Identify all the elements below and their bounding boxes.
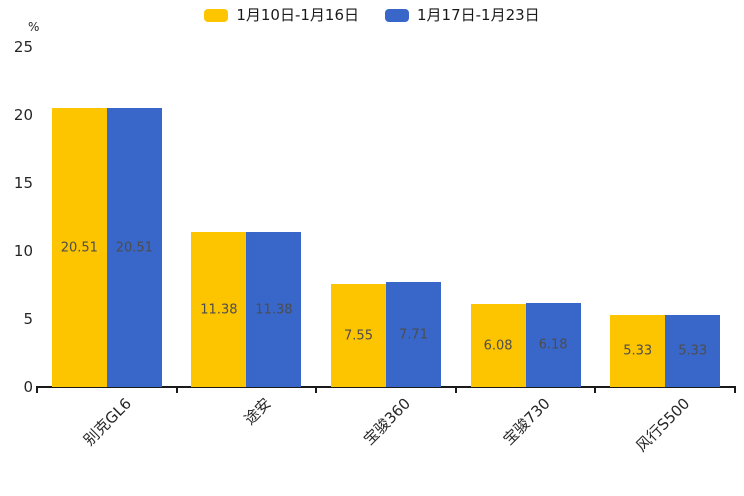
bar-value-label: 5.33 <box>678 343 708 359</box>
legend-swatch-icon <box>385 8 409 22</box>
x-axis-tick <box>36 388 38 393</box>
legend-item-series-0[interactable]: 1月10日-1月16日 <box>204 5 359 25</box>
bar-value-label: 5.33 <box>623 343 653 359</box>
y-axis-unit-label: % <box>28 20 40 34</box>
bar-value-label: 11.38 <box>255 302 293 318</box>
bar-s1-c2: 7.71 <box>386 282 441 387</box>
bar-s0-c3: 6.08 <box>470 304 526 387</box>
legend-swatch-icon <box>204 8 229 22</box>
y-axis-tick-label: 25 <box>13 38 33 56</box>
y-axis-tick-label: 0 <box>23 378 33 396</box>
chart-legend: 1月10日-1月16日 1月17日-1月23日 <box>0 5 744 25</box>
bar-value-label: 20.51 <box>115 240 153 256</box>
bar-value-label: 6.08 <box>483 338 513 354</box>
bar-s0-c0: 20.51 <box>51 108 107 387</box>
y-axis-tick-label: 20 <box>13 106 33 124</box>
x-axis-tick <box>734 388 736 393</box>
bar-s0-c4: 5.33 <box>610 314 666 387</box>
bar-s1-c3: 6.18 <box>525 302 581 387</box>
bar-value-label: 6.18 <box>538 337 568 353</box>
bar-s1-c4: 5.33 <box>665 314 721 387</box>
y-axis-tick-label: 15 <box>13 174 33 192</box>
x-axis-tick <box>315 388 318 393</box>
bar-value-label: 7.55 <box>344 328 373 344</box>
x-axis-tick <box>454 388 457 393</box>
bar-value-label: 11.38 <box>200 302 238 318</box>
legend-item-series-1[interactable]: 1月17日-1月23日 <box>385 5 540 25</box>
y-axis-tick-label: 5 <box>23 310 33 328</box>
x-axis-line <box>36 386 736 388</box>
bar-s1-c0: 20.51 <box>106 108 162 387</box>
legend-label: 1月10日-1月16日 <box>236 6 359 24</box>
bar-s0-c1: 11.38 <box>191 232 247 387</box>
x-axis-tick <box>175 388 178 393</box>
y-axis-tick-label: 10 <box>13 242 33 260</box>
legend-label: 1月17日-1月23日 <box>417 6 540 24</box>
bar-s0-c2: 7.55 <box>331 284 386 387</box>
bar-s1-c1: 11.38 <box>246 232 302 387</box>
bar-value-label: 20.51 <box>60 240 98 256</box>
x-axis-tick <box>594 388 597 393</box>
bar-value-label: 7.71 <box>399 327 428 343</box>
